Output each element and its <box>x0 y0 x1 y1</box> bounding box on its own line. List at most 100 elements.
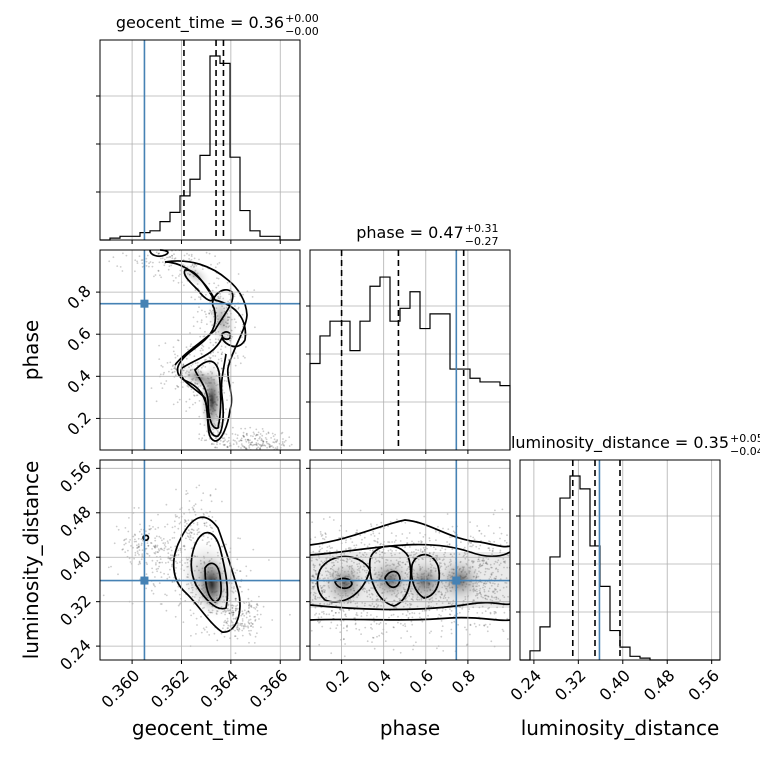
sample-point <box>318 643 321 646</box>
sample-point <box>494 577 497 580</box>
sample-point <box>346 558 349 561</box>
sample-point <box>465 644 468 647</box>
sample-point <box>248 606 251 608</box>
sample-point <box>468 541 471 544</box>
sample-point <box>205 521 208 524</box>
sample-point <box>423 515 426 518</box>
sample-point <box>205 251 208 254</box>
sample-point <box>236 437 239 440</box>
sample-point <box>303 608 305 610</box>
sample-point <box>372 549 374 552</box>
sample-point <box>186 532 189 535</box>
sample-point <box>419 548 422 551</box>
sample-point <box>375 615 378 618</box>
sample-point <box>177 554 180 556</box>
sample-point <box>371 550 374 552</box>
sample-point <box>515 545 517 547</box>
sample-point <box>355 544 358 547</box>
sample-point <box>251 444 254 447</box>
sample-point <box>440 562 442 565</box>
sample-point <box>189 534 192 537</box>
sample-point <box>151 571 154 574</box>
sample-point <box>306 562 308 564</box>
sample-point <box>169 361 172 364</box>
sample-point <box>173 370 176 373</box>
sample-point <box>320 587 323 589</box>
sample-point <box>243 609 246 612</box>
sample-point <box>211 527 214 530</box>
sample-point <box>427 606 430 608</box>
sample-point <box>410 620 413 623</box>
sample-point <box>305 651 307 653</box>
sample-point <box>255 433 258 436</box>
sample-point <box>225 621 228 624</box>
sample-point <box>371 628 373 630</box>
sample-point <box>487 525 490 527</box>
sample-point <box>516 595 518 597</box>
sample-point <box>260 437 263 440</box>
sample-point <box>185 520 187 523</box>
sample-point <box>233 295 236 298</box>
sample-point <box>137 563 140 566</box>
sample-point <box>166 523 169 526</box>
sample-point <box>167 561 170 564</box>
sample-point <box>242 612 244 615</box>
sample-point <box>528 558 530 560</box>
sample-point <box>314 595 317 597</box>
sample-point <box>408 554 411 557</box>
sample-point <box>442 597 445 600</box>
sample-point <box>318 563 321 566</box>
sample-point <box>211 442 214 445</box>
sample-point <box>206 323 208 326</box>
sample-point <box>247 621 250 623</box>
sample-point <box>311 599 314 601</box>
sample-point <box>172 279 175 282</box>
sample-point <box>461 607 464 610</box>
sample-point <box>487 595 489 598</box>
sample-point <box>482 596 484 599</box>
sample-point <box>274 447 277 449</box>
sample-point <box>493 540 496 543</box>
sample-point <box>134 242 136 244</box>
title-lower-error: −0.04 <box>730 445 760 458</box>
sample-point <box>321 611 323 613</box>
sample-point <box>469 521 471 524</box>
sample-point <box>150 387 153 389</box>
sample-point <box>407 610 409 613</box>
sample-point <box>196 523 199 526</box>
sample-point <box>254 437 257 440</box>
sample-point <box>154 274 157 276</box>
sample-point <box>280 444 283 446</box>
sample-point <box>472 536 475 539</box>
sample-point <box>140 528 143 531</box>
sample-point <box>319 602 322 605</box>
sample-point <box>330 652 333 655</box>
sample-point <box>146 542 149 544</box>
sample-point <box>267 432 270 435</box>
sample-point <box>406 537 408 539</box>
panel-frame <box>99 459 301 661</box>
sample-point <box>385 631 388 633</box>
sample-point <box>303 558 305 560</box>
sample-point <box>187 386 190 388</box>
sample-point <box>259 436 261 439</box>
sample-point <box>161 548 164 551</box>
sample-point <box>350 560 353 562</box>
sample-point <box>209 357 212 360</box>
sample-point <box>154 546 157 549</box>
sample-point <box>255 444 258 446</box>
sample-point <box>406 542 409 545</box>
sample-point <box>166 540 169 543</box>
sample-point <box>245 565 248 568</box>
sample-point <box>212 355 215 357</box>
sample-point <box>502 586 505 589</box>
sample-point <box>127 549 129 552</box>
sample-point <box>157 270 160 272</box>
sample-point <box>463 552 466 554</box>
sample-point <box>210 263 212 266</box>
sample-point <box>152 583 155 585</box>
sample-point <box>138 553 140 556</box>
sample-point <box>150 527 152 530</box>
sample-point <box>136 547 138 549</box>
sample-point <box>201 344 204 347</box>
